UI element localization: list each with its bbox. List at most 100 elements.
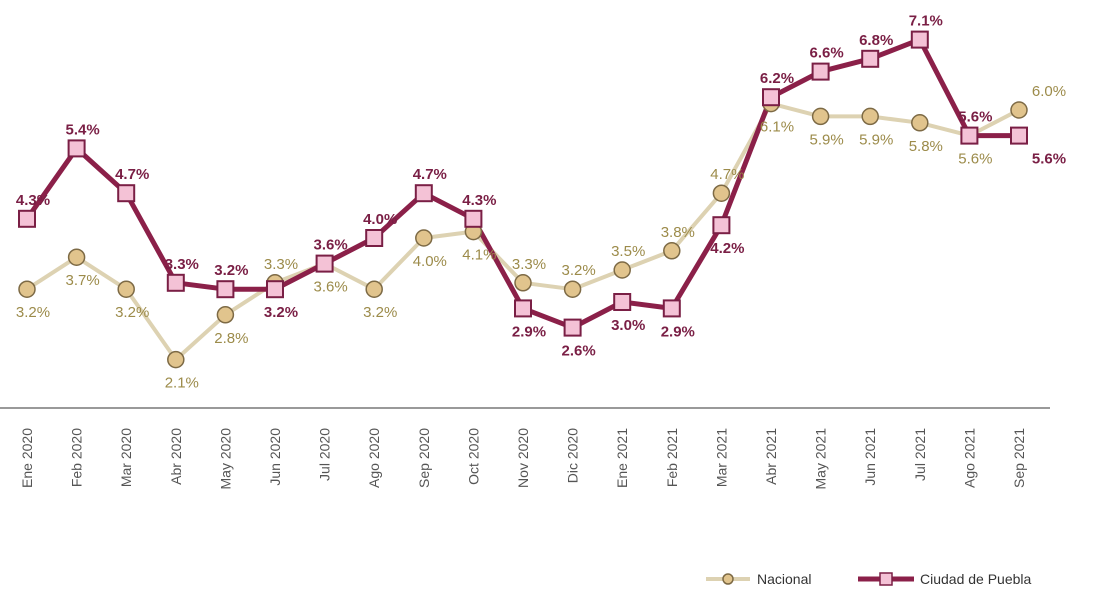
point-nacional-20 — [1010, 101, 1028, 119]
x-tick-8: Sep 2020 — [416, 428, 432, 488]
data-label-puebla-10: 2.9% — [512, 323, 546, 340]
point-puebla-3 — [166, 273, 185, 292]
data-label-nacional-16: 5.9% — [809, 131, 843, 148]
point-nacional-3 — [167, 350, 185, 369]
point-nacional-17 — [861, 107, 879, 126]
data-label-nacional-2: 3.2% — [115, 304, 149, 321]
data-label-nacional-0: 3.2% — [16, 304, 50, 321]
data-label-puebla-11: 2.6% — [561, 343, 595, 360]
point-nacional-1 — [67, 248, 86, 266]
data-label-nacional-20: 6.0% — [1032, 83, 1066, 100]
data-label-puebla-19: 5.6% — [958, 109, 992, 126]
legend-entry-puebla: Ciudad de Puebla — [858, 571, 1032, 587]
data-label-nacional-3: 2.1% — [165, 375, 199, 392]
point-nacional-18 — [911, 114, 929, 132]
x-tick-16: May 2021 — [813, 428, 829, 490]
x-tick-13: Feb 2021 — [664, 428, 680, 487]
data-label-nacional-6: 3.6% — [313, 279, 347, 296]
data-label-nacional-5: 3.3% — [264, 256, 298, 273]
data-label-puebla-2: 4.7% — [115, 166, 149, 183]
data-label-puebla-8: 4.7% — [413, 166, 447, 183]
legend: Nacional Ciudad de Puebla — [706, 571, 1032, 587]
data-label-nacional-18: 5.8% — [909, 138, 943, 155]
data-label-nacional-19: 5.6% — [958, 151, 992, 168]
data-label-puebla-14: 4.2% — [710, 240, 744, 257]
x-tick-labels: Ene 2020 Feb 2020 Mar 2020 Abr 2020 May 2020… — [19, 428, 1027, 490]
data-label-puebla-6: 3.6% — [313, 237, 347, 254]
point-puebla-16 — [811, 62, 830, 81]
point-puebla-14 — [712, 216, 731, 235]
x-tick-18: Jul 2021 — [912, 428, 928, 481]
x-tick-6: Jul 2020 — [317, 428, 333, 481]
data-label-puebla-16: 6.6% — [809, 45, 843, 62]
point-puebla-0 — [18, 209, 36, 228]
data-label-nacional-7: 3.2% — [363, 304, 397, 321]
point-nacional-0 — [18, 280, 36, 298]
point-nacional-12 — [613, 261, 631, 279]
data-label-nacional-11: 3.2% — [561, 262, 595, 279]
data-label-puebla-17: 6.8% — [859, 32, 893, 49]
point-puebla-17 — [861, 49, 880, 68]
point-puebla-10 — [514, 299, 532, 318]
point-puebla-8 — [414, 184, 433, 203]
point-puebla-11 — [563, 318, 582, 337]
point-nacional-2 — [117, 280, 135, 298]
data-label-nacional-12: 3.5% — [611, 243, 645, 260]
value-labels: 3.2% 4.3% 3.7% 5.4% 3.2% 4.7% 2.1% 3.3% 2.8% 3.2%… — [16, 13, 1066, 392]
x-tick-12: Ene 2021 — [614, 428, 630, 488]
point-puebla-2 — [117, 184, 136, 203]
point-puebla-19 — [960, 126, 979, 145]
x-tick-10: Nov 2020 — [515, 428, 531, 488]
data-label-puebla-18: 7.1% — [909, 13, 943, 30]
data-label-puebla-4: 3.2% — [214, 262, 248, 279]
data-label-nacional-8: 4.0% — [413, 253, 447, 270]
markers — [18, 30, 1028, 369]
x-tick-5: Jun 2020 — [267, 428, 283, 486]
data-label-puebla-5: 3.2% — [264, 304, 298, 321]
data-label-puebla-3: 3.3% — [165, 256, 199, 273]
x-tick-9: Oct 2020 — [465, 428, 481, 485]
point-puebla-20 — [1010, 126, 1028, 145]
point-puebla-12 — [613, 293, 632, 311]
data-label-nacional-13: 3.8% — [661, 224, 695, 241]
data-label-nacional-1: 3.7% — [65, 272, 99, 289]
x-tick-1: Feb 2020 — [69, 428, 85, 487]
data-label-nacional-14: 4.7% — [710, 166, 744, 183]
x-tick-7: Ago 2020 — [366, 428, 382, 488]
data-label-puebla-15: 6.2% — [760, 70, 794, 87]
data-label-nacional-10: 3.3% — [512, 256, 546, 273]
point-nacional-16 — [811, 107, 830, 126]
point-puebla-9 — [464, 209, 483, 228]
x-tick-14: Mar 2021 — [713, 428, 729, 487]
point-nacional-7 — [365, 280, 383, 298]
legend-swatch-marker-puebla — [879, 572, 893, 586]
x-tick-3: Abr 2020 — [168, 428, 184, 485]
point-puebla-5 — [266, 280, 284, 299]
point-puebla-6 — [315, 254, 334, 273]
point-nacional-11 — [563, 280, 582, 298]
x-tick-2: Mar 2020 — [118, 428, 134, 487]
x-tick-19: Ago 2021 — [961, 428, 977, 488]
x-tick-15: Abr 2021 — [763, 428, 779, 485]
point-puebla-13 — [662, 299, 681, 318]
point-puebla-18 — [910, 30, 929, 49]
point-puebla-4 — [216, 280, 235, 299]
x-tick-4: May 2020 — [217, 428, 233, 490]
data-label-puebla-12: 3.0% — [611, 317, 645, 334]
point-puebla-1 — [67, 139, 86, 158]
point-nacional-14 — [712, 184, 731, 202]
data-label-puebla-13: 2.9% — [661, 323, 695, 340]
x-tick-20: Sep 2021 — [1011, 428, 1027, 488]
legend-entry-nacional: Nacional — [706, 571, 811, 587]
data-label-nacional-9: 4.1% — [462, 247, 496, 264]
legend-swatch-marker-nacional — [722, 573, 734, 585]
data-label-puebla-7: 4.0% — [363, 211, 397, 228]
x-tick-0: Ene 2020 — [19, 428, 35, 488]
data-label-puebla-20: 5.6% — [1032, 151, 1066, 168]
point-puebla-7 — [365, 229, 384, 247]
x-tick-11: Dic 2020 — [565, 428, 581, 483]
legend-label-nacional: Nacional — [757, 571, 811, 587]
point-puebla-15 — [762, 88, 780, 107]
data-label-puebla-9: 4.3% — [462, 192, 496, 209]
